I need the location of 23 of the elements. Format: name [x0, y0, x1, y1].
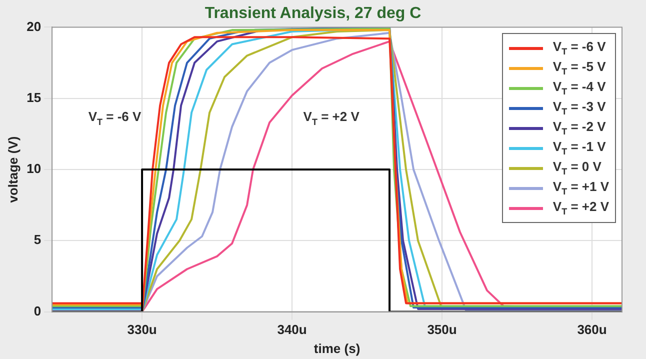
x-tick-label: 350u [427, 322, 457, 338]
annotation: V$_{T}$ = +2 V [303, 109, 360, 128]
y-tick-label: 15 [26, 90, 42, 105]
legend-label: V$_{T}$ = -3 V [552, 99, 606, 117]
chart-title: Transient Analysis, 27 deg C [204, 5, 422, 22]
legend-label: V$_{T}$ = +1 V [552, 179, 609, 197]
legend-label: V$_{T}$ = +2 V [552, 199, 609, 217]
legend-label: V$_{T}$ = -2 V [552, 119, 606, 137]
legend-label: V$_{T}$ = -1 V [552, 139, 606, 157]
y-axis-title: voltage (V) [5, 136, 20, 203]
legend-label: V$_{T}$ = 0 V [552, 159, 602, 177]
y-tick-label: 0 [34, 303, 42, 318]
x-tick-label: 340u [277, 322, 307, 338]
annotation: V$_{T}$ = -6 V [88, 109, 142, 128]
legend-label: V$_{T}$ = -6 V [552, 39, 606, 57]
y-tick-label: 5 [34, 232, 42, 248]
x-tick-label: 360u [577, 322, 607, 338]
y-tick-label: 10 [26, 161, 42, 176]
x-tick-label: 330u [127, 322, 157, 338]
y-tick-label: 20 [26, 18, 42, 34]
legend-label: V$_{T}$ = -4 V [552, 79, 606, 97]
legend-label: V$_{T}$ = -5 V [552, 59, 606, 77]
x-axis-title: time (s) [314, 340, 360, 356]
